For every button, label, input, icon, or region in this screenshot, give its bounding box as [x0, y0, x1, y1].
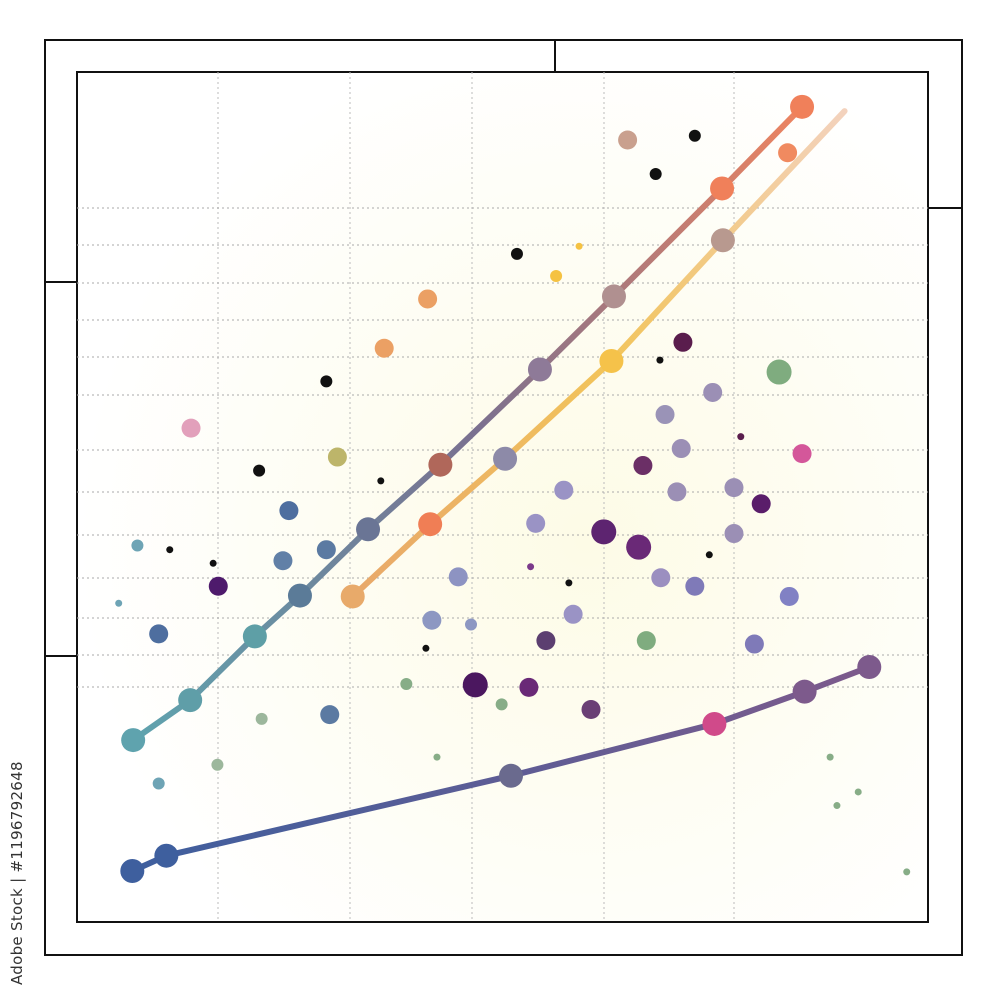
scatter-point — [320, 375, 333, 388]
scatter-point — [316, 540, 336, 560]
scatter-point — [581, 700, 601, 719]
series-1-marker — [242, 624, 267, 649]
scatter-point — [131, 539, 144, 552]
plot-area — [76, 71, 929, 923]
scatter-point — [656, 356, 664, 364]
scatter-point — [792, 444, 812, 464]
scatter-point — [854, 788, 862, 796]
scatter-point — [685, 576, 705, 596]
scatter-point — [519, 677, 539, 697]
series-1-marker — [601, 284, 626, 309]
series-2-marker — [599, 349, 624, 373]
scatter-point — [779, 586, 799, 606]
scatter-point — [374, 338, 394, 358]
line-markers — [120, 94, 882, 883]
scatter-point — [527, 563, 535, 571]
scatter-point — [208, 576, 228, 596]
series-1-marker — [710, 176, 735, 201]
scatter-point — [724, 478, 744, 498]
scatter-point — [833, 802, 841, 810]
scatter-point — [422, 610, 442, 630]
scatter-point — [422, 644, 430, 652]
scatter-point — [536, 631, 556, 651]
scatter-point — [166, 546, 174, 554]
scatter-point — [633, 456, 653, 476]
scatter-point — [703, 382, 723, 402]
scatter-point — [766, 359, 792, 385]
scatter-point — [510, 247, 523, 260]
scatter-point — [327, 447, 347, 467]
scatter-point — [671, 439, 691, 459]
scatter-point — [462, 672, 488, 698]
scatter-point — [400, 678, 413, 690]
scatter-point — [705, 551, 713, 559]
series-2-marker — [340, 584, 365, 609]
scatter-point — [667, 482, 687, 502]
scatter-point — [673, 332, 693, 352]
scatter-point — [651, 568, 671, 588]
scatter-point — [526, 513, 546, 533]
scatter-point — [433, 753, 441, 761]
scatter-point — [626, 534, 652, 560]
scatter-point — [255, 712, 268, 725]
scatter-point — [636, 631, 656, 651]
series-2-marker — [710, 228, 735, 253]
series-3-marker — [154, 843, 179, 868]
scatter-point — [565, 579, 573, 587]
scatter-point — [253, 464, 266, 477]
series-2-marker — [493, 446, 518, 471]
scatter-point — [152, 777, 165, 790]
scatter-point — [550, 270, 563, 282]
scatter-point — [618, 130, 638, 150]
scatter-points — [115, 129, 911, 876]
scatter-point — [320, 705, 340, 725]
series-1-marker — [790, 94, 815, 119]
series-3-marker — [702, 711, 727, 736]
gridlines — [77, 72, 928, 922]
scatter-point — [418, 289, 438, 309]
scatter-point — [563, 604, 583, 624]
series-3-marker — [792, 679, 817, 704]
scatter-point — [377, 477, 385, 485]
series-1-marker — [527, 357, 552, 382]
scatter-point — [115, 599, 123, 607]
series-3-marker — [499, 763, 524, 788]
scatter-point — [465, 618, 478, 631]
scatter-point — [209, 559, 217, 567]
scatter-point — [591, 519, 617, 545]
series-3-marker — [857, 655, 882, 679]
scatter-point — [724, 524, 744, 544]
scatter-point — [737, 433, 745, 441]
scatter-point — [279, 501, 299, 521]
scatter-point — [575, 242, 583, 250]
scatter-point — [744, 634, 764, 654]
scatter-point — [495, 698, 508, 711]
series-2-marker — [418, 512, 443, 537]
scatter-point — [181, 418, 201, 438]
scatter-point — [211, 758, 224, 771]
scatter-point — [751, 494, 771, 514]
scatter-point — [273, 551, 293, 571]
scatter-point — [688, 129, 701, 142]
scatter-point — [655, 405, 675, 425]
series-1-marker — [178, 688, 203, 713]
series-1-marker — [356, 517, 381, 542]
scatter-point — [649, 168, 662, 180]
series-2-line — [349, 108, 848, 600]
scatter-point — [778, 143, 798, 163]
scatter-point — [149, 624, 169, 644]
stock-credit: Adobe Stock | #1196792648 — [8, 761, 26, 985]
series-1-marker — [287, 583, 312, 608]
scatter-point — [826, 753, 834, 761]
series-1-line — [130, 103, 806, 744]
series-1-marker — [121, 728, 146, 753]
scatter-point — [554, 480, 574, 500]
series-1-marker — [428, 452, 453, 477]
scatter-point — [903, 868, 911, 876]
scatter-point — [448, 567, 468, 587]
series-3-marker — [120, 859, 145, 883]
